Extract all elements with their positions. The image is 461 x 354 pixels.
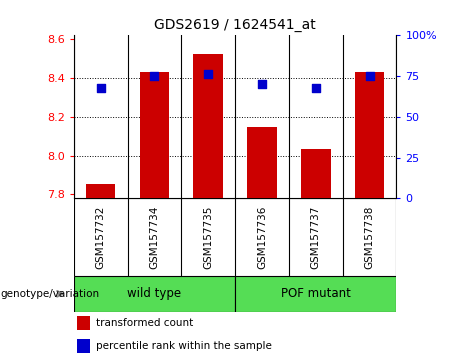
Point [366, 73, 373, 79]
Bar [86, 184, 115, 198]
Point [97, 85, 104, 90]
Bar [77, 316, 90, 330]
Bar [247, 127, 277, 198]
Bar [355, 72, 384, 198]
Point [312, 85, 319, 90]
Text: GSM157738: GSM157738 [365, 205, 375, 269]
Text: POF mutant: POF mutant [281, 287, 351, 300]
Bar [235, 276, 396, 312]
Text: GSM157737: GSM157737 [311, 205, 321, 269]
Text: GSM157736: GSM157736 [257, 205, 267, 269]
Point [205, 72, 212, 77]
Text: transformed count: transformed count [96, 318, 194, 328]
Title: GDS2619 / 1624541_at: GDS2619 / 1624541_at [154, 18, 316, 32]
Bar [77, 339, 90, 353]
Text: GSM157734: GSM157734 [149, 205, 160, 269]
Bar [194, 54, 223, 198]
Text: genotype/variation: genotype/variation [0, 289, 99, 299]
Text: GSM157732: GSM157732 [95, 205, 106, 269]
Bar [301, 149, 331, 198]
Point [258, 81, 266, 87]
Text: percentile rank within the sample: percentile rank within the sample [96, 341, 272, 351]
Bar [74, 276, 235, 312]
Text: wild type: wild type [127, 287, 182, 300]
Text: GSM157735: GSM157735 [203, 205, 213, 269]
Point [151, 73, 158, 79]
Bar [140, 72, 169, 198]
